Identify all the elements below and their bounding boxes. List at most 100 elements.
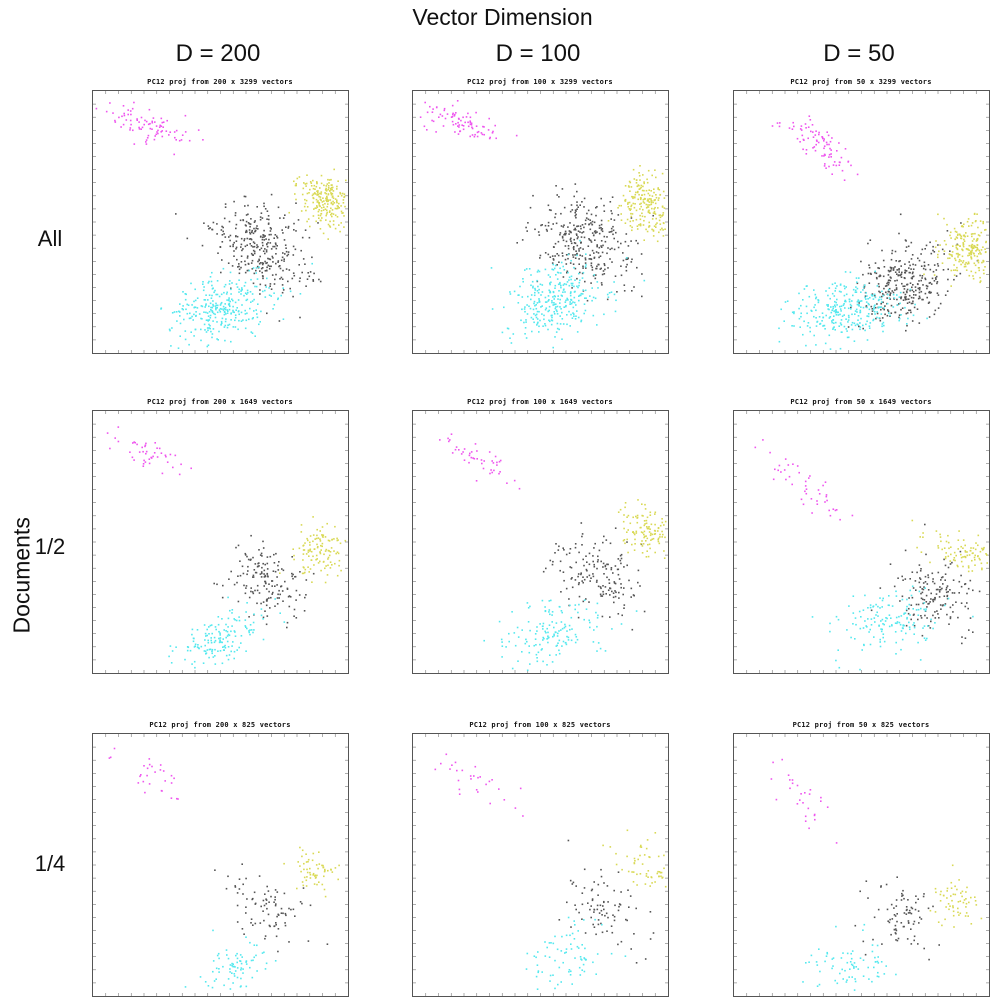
scatter-point xyxy=(277,593,279,596)
scatter-point xyxy=(253,613,255,615)
scatter-point xyxy=(525,319,527,321)
scatter-point xyxy=(277,914,280,916)
scatter-point xyxy=(327,203,329,205)
scatter-point xyxy=(538,301,541,303)
scatter-point xyxy=(294,193,296,195)
scatter-point xyxy=(547,225,550,227)
scatter-point xyxy=(265,604,268,607)
scatter-point xyxy=(114,119,116,122)
scatter-point xyxy=(524,310,526,313)
scatter-point xyxy=(533,644,535,647)
scatter-point xyxy=(227,299,230,302)
scatter-point xyxy=(309,544,311,546)
scatter-point xyxy=(843,325,846,328)
scatter-point xyxy=(454,131,456,133)
scatter-point xyxy=(248,630,250,632)
scatter-point xyxy=(568,279,570,281)
scatter-point xyxy=(573,242,576,244)
scatter-point xyxy=(309,877,312,879)
scatter-point xyxy=(530,274,532,276)
scatter-point xyxy=(327,539,330,542)
scatter-point xyxy=(912,624,914,626)
scatter-point xyxy=(144,791,146,794)
scatter-point xyxy=(915,589,917,591)
scatter-point xyxy=(546,664,548,666)
scatter-point xyxy=(926,583,929,585)
scatter-point xyxy=(243,294,245,297)
scatter-point xyxy=(321,534,323,536)
scatter-point xyxy=(936,263,939,265)
scatter-point xyxy=(137,782,140,784)
scatter-point xyxy=(829,297,831,300)
scatter-point xyxy=(277,261,279,263)
scatter-point xyxy=(635,530,638,533)
scatter-point xyxy=(966,263,969,265)
scatter-point xyxy=(859,311,862,313)
scatter-point xyxy=(890,304,893,307)
scatter-point xyxy=(238,288,240,291)
scatter-point xyxy=(871,313,873,315)
scatter-point xyxy=(320,191,323,193)
scatter-point xyxy=(171,327,173,329)
scatter-point xyxy=(624,200,627,202)
scatter-point xyxy=(581,535,583,538)
scatter-point xyxy=(285,268,288,270)
scatter-point xyxy=(465,116,468,118)
scatter-point xyxy=(847,336,850,339)
scatter-point xyxy=(632,168,635,171)
scatter-point xyxy=(266,245,269,248)
scatter-point xyxy=(657,188,659,190)
scatter-point xyxy=(573,285,575,288)
scatter-point xyxy=(330,186,333,189)
scatter-point xyxy=(330,547,333,549)
scatter-point xyxy=(288,941,290,943)
scatter-point xyxy=(228,283,231,285)
scatter-point xyxy=(269,230,272,232)
scatter-point xyxy=(224,320,227,323)
scatter-point xyxy=(882,636,884,639)
scatter-point xyxy=(556,271,559,274)
scatter-point xyxy=(282,569,285,572)
scatter-point xyxy=(564,230,567,233)
cluster-series xyxy=(771,115,859,181)
scatter-point xyxy=(784,458,787,460)
scatter-point xyxy=(815,143,817,146)
scatter-point xyxy=(972,615,974,618)
scatter-point xyxy=(242,893,244,895)
scatter-point xyxy=(984,266,986,268)
scatter-point xyxy=(912,614,915,616)
scatter-point xyxy=(620,265,622,267)
scatter-point xyxy=(487,129,490,131)
scatter-point xyxy=(475,480,478,482)
scatter-point xyxy=(640,526,642,529)
scatter-point xyxy=(532,318,534,320)
scatter-point xyxy=(898,317,901,320)
scatter-point xyxy=(827,305,829,307)
panel-title: PC12 proj from 50 x 3299 vectors xyxy=(790,78,932,86)
scatter-point xyxy=(273,304,276,306)
scatter-point xyxy=(551,661,554,663)
scatter-point xyxy=(309,904,312,907)
scatter-point xyxy=(577,225,579,227)
scatter-point xyxy=(122,105,125,107)
scatter-point xyxy=(950,285,952,287)
scatter-point xyxy=(209,327,211,330)
scatter-point xyxy=(210,280,213,283)
scatter-point xyxy=(919,570,922,572)
scatter-point xyxy=(843,314,845,316)
scatter-point xyxy=(528,305,530,308)
scatter-point xyxy=(316,190,318,193)
scatter-point xyxy=(219,304,222,306)
scatter-point xyxy=(496,461,498,464)
scatter-point xyxy=(330,213,332,216)
scatter-point xyxy=(574,211,576,214)
scatter-point xyxy=(972,247,975,249)
scatter-point xyxy=(215,307,217,309)
scatter-point xyxy=(592,573,594,575)
scatter-point xyxy=(570,259,572,262)
scatter-point xyxy=(216,233,218,235)
scatter-point xyxy=(633,594,635,597)
scatter-point xyxy=(813,306,815,309)
scatter-point xyxy=(208,310,211,313)
scatter-point xyxy=(269,607,271,609)
